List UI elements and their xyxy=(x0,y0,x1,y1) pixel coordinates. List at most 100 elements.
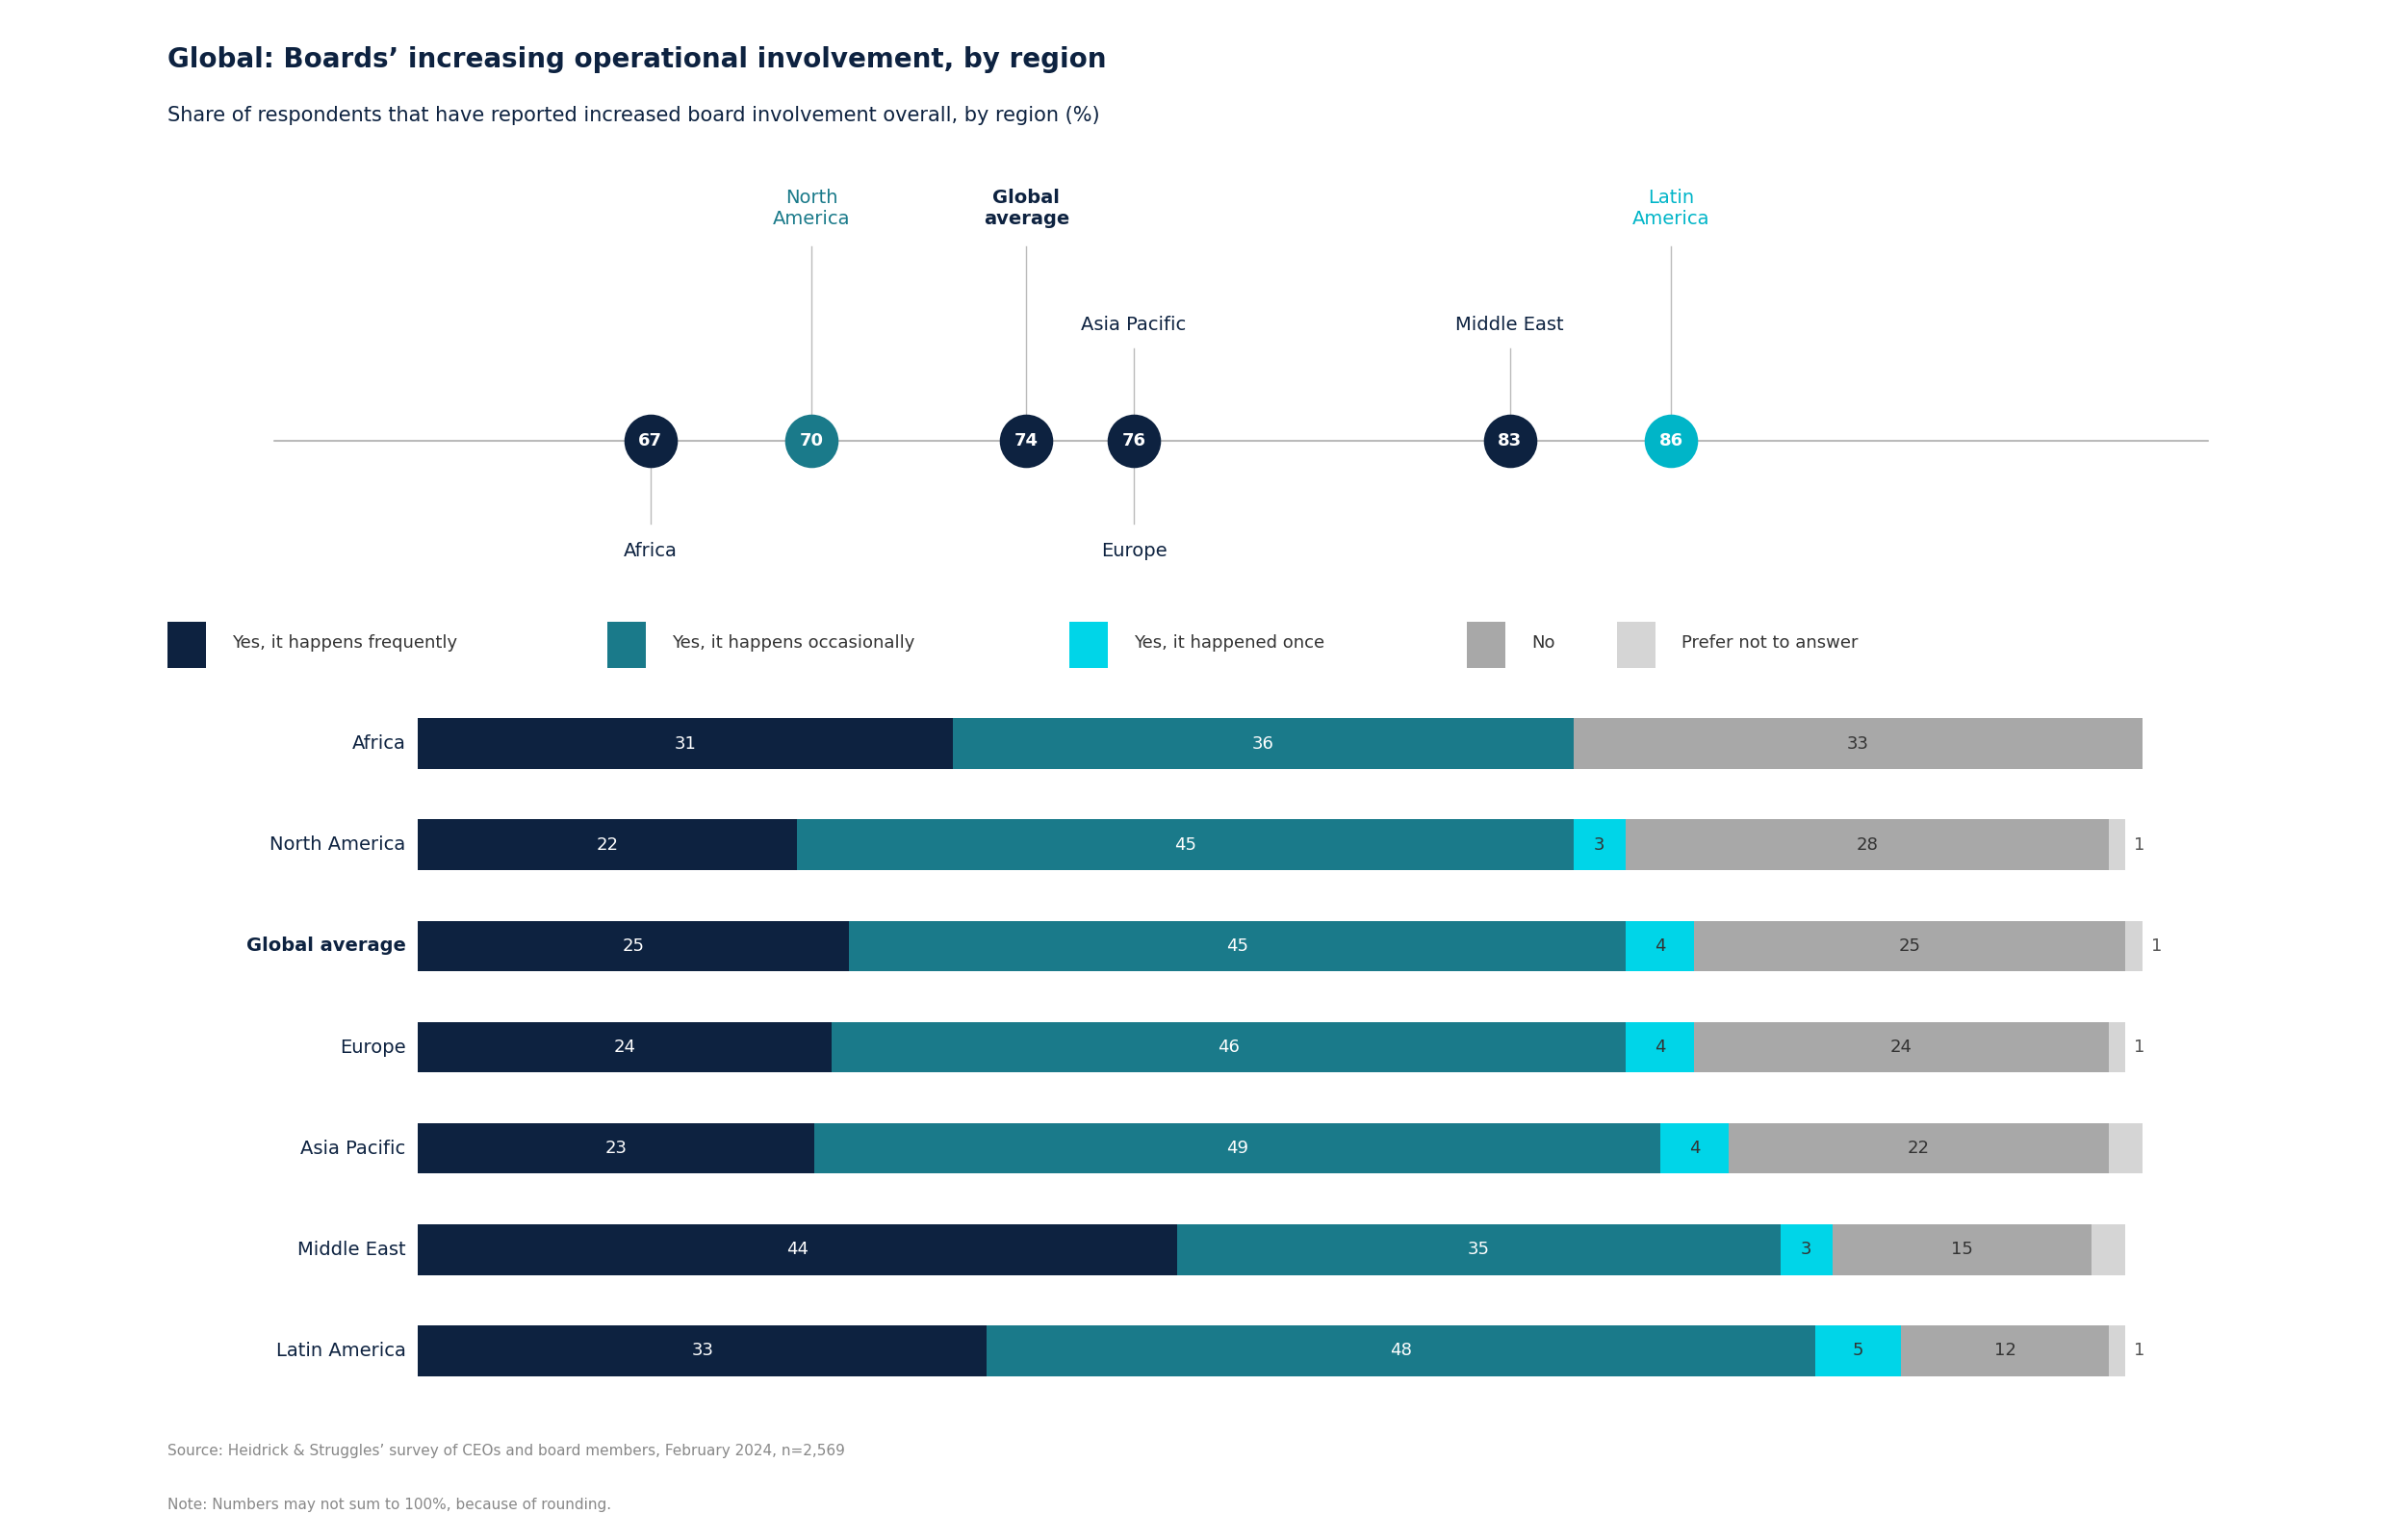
FancyBboxPatch shape xyxy=(167,622,205,668)
Point xyxy=(1115,428,1153,453)
Text: Global average: Global average xyxy=(246,936,406,955)
Bar xyxy=(1833,1224,2091,1275)
Text: Note: Numbers may not sum to 100%, because of rounding.: Note: Numbers may not sum to 100%, becau… xyxy=(167,1497,611,1512)
Text: No: No xyxy=(1532,634,1554,651)
Text: Europe: Europe xyxy=(1100,542,1167,561)
Text: 3: 3 xyxy=(1800,1241,1812,1258)
Bar xyxy=(1626,921,1695,972)
Text: 1: 1 xyxy=(2151,938,2163,955)
FancyBboxPatch shape xyxy=(606,622,647,668)
Bar xyxy=(850,921,1626,972)
Text: 24: 24 xyxy=(613,1038,635,1056)
Text: Global: Boards’ increasing operational involvement, by region: Global: Boards’ increasing operational i… xyxy=(167,46,1105,72)
Bar xyxy=(1728,1123,2108,1173)
Text: 4: 4 xyxy=(1688,1140,1700,1157)
Text: Middle East: Middle East xyxy=(298,1240,406,1258)
Text: 12: 12 xyxy=(1993,1343,2017,1360)
FancyBboxPatch shape xyxy=(1618,622,1657,668)
Bar xyxy=(1695,1023,2108,1072)
Text: 24: 24 xyxy=(1891,1038,1912,1056)
Text: 44: 44 xyxy=(785,1241,809,1258)
Bar xyxy=(418,921,850,972)
Bar xyxy=(2108,1123,2144,1173)
Text: 83: 83 xyxy=(1497,431,1523,450)
Text: 25: 25 xyxy=(623,938,644,955)
Text: Latin America: Latin America xyxy=(277,1341,406,1360)
Text: Africa: Africa xyxy=(351,735,406,753)
Text: North
America: North America xyxy=(773,188,850,228)
Text: 86: 86 xyxy=(1659,431,1683,450)
Text: 23: 23 xyxy=(604,1140,628,1157)
Bar xyxy=(1902,1326,2108,1377)
Bar xyxy=(2108,1326,2124,1377)
Bar xyxy=(797,819,1573,870)
Text: 76: 76 xyxy=(1122,431,1146,450)
Text: 45: 45 xyxy=(1227,938,1248,955)
Text: 4: 4 xyxy=(1654,938,1666,955)
Point xyxy=(1652,428,1690,453)
Bar xyxy=(1573,819,1626,870)
Text: 45: 45 xyxy=(1174,836,1196,853)
Bar xyxy=(1695,921,2127,972)
Bar xyxy=(814,1123,1659,1173)
Text: 1: 1 xyxy=(2134,1038,2146,1056)
Bar xyxy=(418,819,797,870)
Text: 25: 25 xyxy=(1900,938,1922,955)
Bar xyxy=(1177,1224,1781,1275)
Bar xyxy=(1573,718,2144,768)
Text: 22: 22 xyxy=(1907,1140,1929,1157)
Text: 1: 1 xyxy=(2134,836,2146,853)
Bar xyxy=(952,718,1573,768)
Bar xyxy=(418,1224,1177,1275)
Text: Yes, it happened once: Yes, it happened once xyxy=(1134,634,1325,651)
Bar xyxy=(2108,819,2124,870)
Bar xyxy=(418,1023,831,1072)
Text: 3: 3 xyxy=(1595,836,1604,853)
Text: North America: North America xyxy=(270,836,406,855)
Text: 70: 70 xyxy=(800,431,824,450)
Text: Source: Heidrick & Struggles’ survey of CEOs and board members, February 2024, n: Source: Heidrick & Struggles’ survey of … xyxy=(167,1445,845,1458)
Text: 22: 22 xyxy=(597,836,618,853)
Bar xyxy=(1781,1224,1833,1275)
FancyBboxPatch shape xyxy=(1069,622,1108,668)
Point xyxy=(1007,428,1046,453)
Bar xyxy=(1626,1023,1695,1072)
Text: Asia Pacific: Asia Pacific xyxy=(301,1140,406,1158)
Point xyxy=(630,428,668,453)
Bar xyxy=(988,1326,1814,1377)
Bar xyxy=(1626,819,2108,870)
Text: 74: 74 xyxy=(1014,431,1038,450)
Text: Share of respondents that have reported increased board involvement overall, by : Share of respondents that have reported … xyxy=(167,105,1100,125)
Bar xyxy=(831,1023,1626,1072)
Text: 48: 48 xyxy=(1389,1343,1413,1360)
Text: 31: 31 xyxy=(673,735,697,752)
Bar xyxy=(2124,921,2144,972)
Bar xyxy=(2091,1224,2127,1275)
Bar xyxy=(1814,1326,1902,1377)
Text: 36: 36 xyxy=(1253,735,1275,752)
Bar xyxy=(418,1326,988,1377)
Text: 1: 1 xyxy=(2134,1343,2146,1360)
Text: Africa: Africa xyxy=(623,542,678,561)
Text: Yes, it happens occasionally: Yes, it happens occasionally xyxy=(673,634,914,651)
Bar xyxy=(1659,1123,1728,1173)
Bar xyxy=(418,1123,814,1173)
Text: Europe: Europe xyxy=(339,1038,406,1056)
Text: 49: 49 xyxy=(1227,1140,1248,1157)
Text: 5: 5 xyxy=(1852,1343,1864,1360)
Text: 4: 4 xyxy=(1654,1038,1666,1056)
Text: Global
average: Global average xyxy=(983,188,1069,228)
Text: Yes, it happens frequently: Yes, it happens frequently xyxy=(232,634,456,651)
Point xyxy=(792,428,831,453)
Bar xyxy=(2108,1023,2124,1072)
Text: 46: 46 xyxy=(1217,1038,1239,1056)
Text: Middle East: Middle East xyxy=(1456,316,1563,334)
Text: 28: 28 xyxy=(1855,836,1879,853)
Point xyxy=(1489,428,1528,453)
Text: Asia Pacific: Asia Pacific xyxy=(1081,316,1186,334)
Text: 35: 35 xyxy=(1468,1241,1489,1258)
Text: Prefer not to answer: Prefer not to answer xyxy=(1683,634,1857,651)
Text: 15: 15 xyxy=(1950,1241,1972,1258)
Text: 33: 33 xyxy=(692,1343,714,1360)
Text: Latin
America: Latin America xyxy=(1633,188,1709,228)
